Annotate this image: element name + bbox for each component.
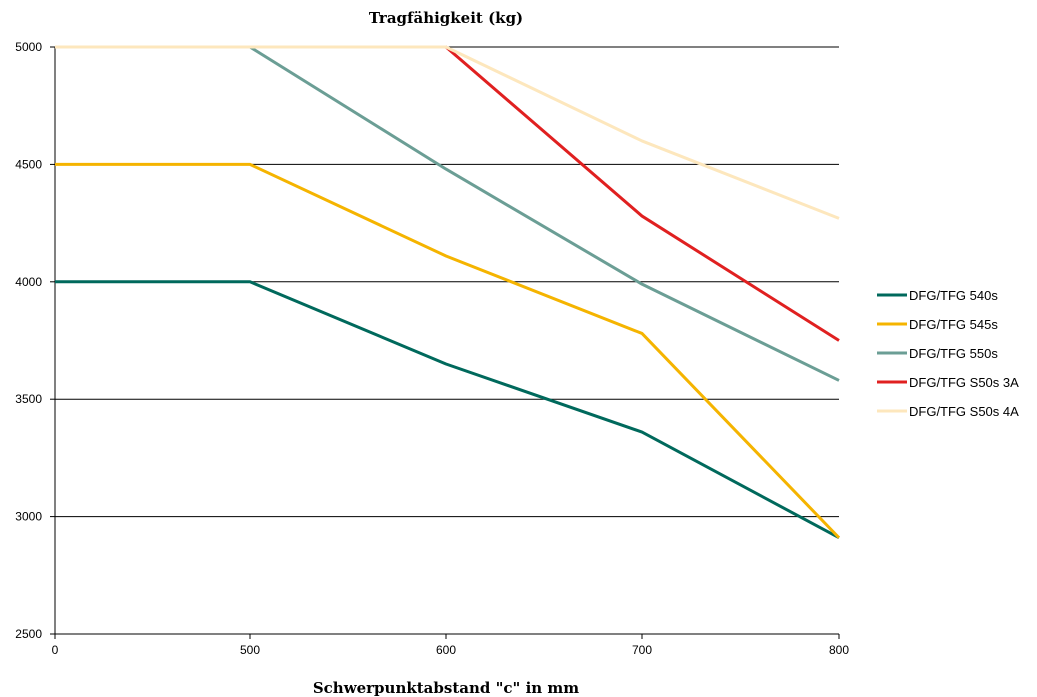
x-tick-label-1: 500: [240, 643, 260, 657]
y-tick-label-0: 2500: [15, 627, 42, 641]
x-tick-labels: 0 500 600 700 800: [52, 643, 850, 657]
legend-label-3: DFG/TFG S50s 3A: [909, 375, 1019, 390]
y-tick-label-5: 5000: [15, 40, 42, 54]
legend-label-0: DFG/TFG 540s: [909, 288, 998, 303]
y-tick-label-4: 4500: [15, 157, 42, 171]
chart-title: Tragfähigkeit (kg): [369, 9, 523, 27]
y-tick-label-2: 3500: [15, 392, 42, 406]
legend-label-2: DFG/TFG 550s: [909, 346, 998, 361]
axes: [50, 46, 840, 639]
x-tick-label-3: 700: [632, 643, 652, 657]
legend-label-4: DFG/TFG S50s 4A: [909, 404, 1019, 419]
series-lines: [55, 45, 841, 540]
series-line-0: [55, 280, 840, 540]
x-tick-label-0: 0: [52, 643, 59, 657]
y-tick-label-1: 3000: [15, 510, 42, 524]
legend: DFG/TFG 540s DFG/TFG 545s DFG/TFG 550s DFG/…: [877, 288, 1019, 419]
x-axis-title: Schwerpunktabstand "c" in mm: [313, 679, 579, 697]
series-line-4: [55, 45, 840, 220]
y-tick-label-3: 4000: [15, 275, 42, 289]
x-tick-label-4: 800: [829, 643, 849, 657]
y-tick-labels: 2500 3000 3500 4000 4500 5000: [15, 40, 42, 641]
series-line-3: [55, 45, 840, 342]
series-line-2: [55, 45, 840, 382]
legend-label-1: DFG/TFG 545s: [909, 317, 998, 332]
x-tick-label-2: 600: [436, 643, 456, 657]
series-line-1: [55, 162, 841, 539]
